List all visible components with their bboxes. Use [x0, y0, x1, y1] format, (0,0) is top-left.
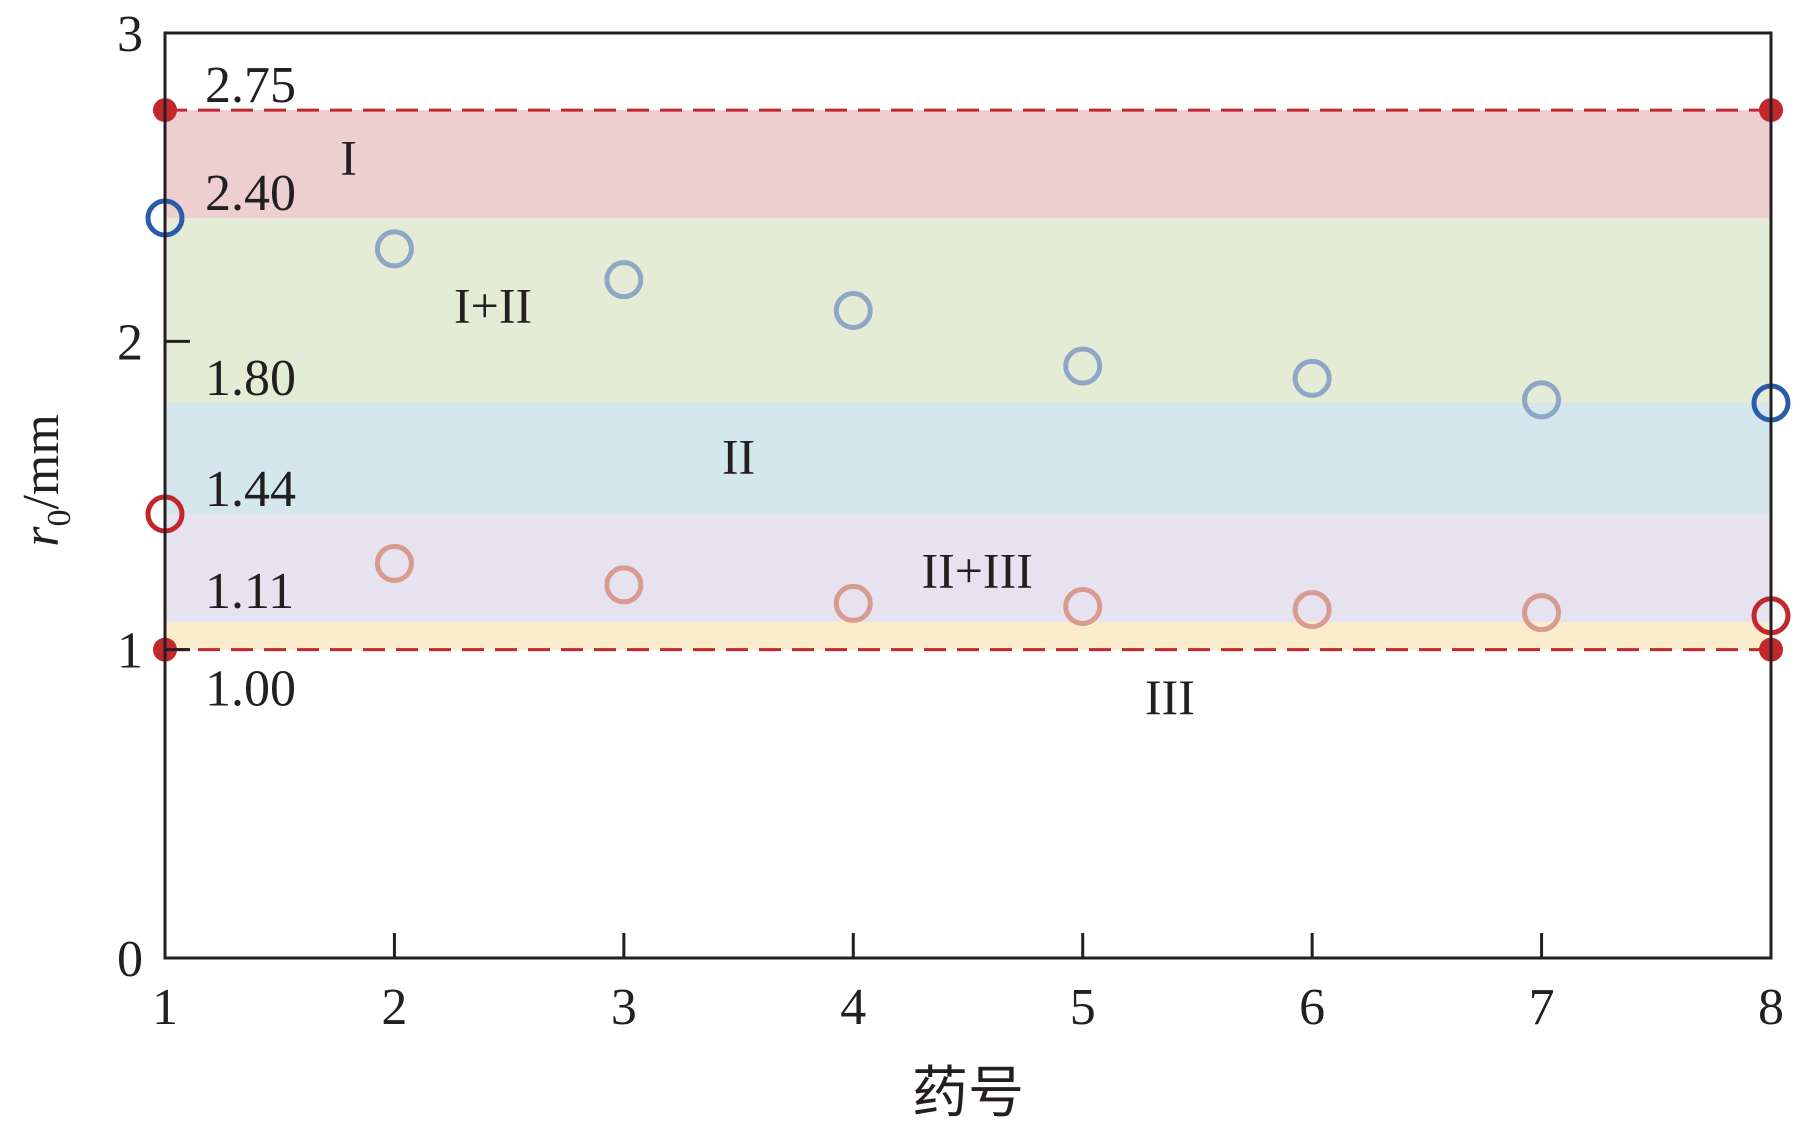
region-band-4 — [165, 621, 1771, 650]
y-tick-label-0: 0 — [117, 931, 143, 988]
x-tick-label-6: 7 — [1529, 979, 1555, 1036]
data-point-s0-5 — [1292, 358, 1332, 398]
y-axis-ticks: 0 1 2 3 — [117, 6, 190, 988]
data-point-s0-6 — [1522, 380, 1562, 420]
y-tick-label-2: 2 — [117, 314, 143, 371]
data-point-s1-5 — [1292, 590, 1332, 630]
shaded-regions — [165, 110, 1771, 650]
data-point-s0-4 — [1063, 346, 1103, 386]
region-label-1: I+II — [454, 277, 532, 333]
data-point-s1-2 — [604, 565, 644, 605]
region-label-2: II — [722, 428, 755, 484]
level-label-0: 2.75 — [205, 57, 296, 114]
x-tick-label-0: 1 — [152, 979, 178, 1036]
data-point-s1-3 — [833, 583, 873, 623]
y-axis-title-sub: 0 — [41, 510, 78, 527]
region-band-2 — [165, 403, 1771, 514]
x-axis-ticks: 1 2 3 4 5 6 7 8 — [152, 933, 1784, 1036]
region-label-4: III — [1145, 669, 1195, 725]
y-axis-title-unit: /mm — [13, 414, 70, 509]
level-label-2: 1.80 — [205, 350, 296, 407]
data-point-s0-2 — [604, 260, 644, 300]
region-band-1 — [165, 218, 1771, 403]
region-band-0 — [165, 110, 1771, 218]
x-tick-label-7: 8 — [1758, 979, 1784, 1036]
region-band-3 — [165, 514, 1771, 622]
y-tick-label-1: 1 — [117, 623, 143, 680]
data-point-s0-3 — [833, 291, 873, 330]
x-tick-label-5: 6 — [1299, 979, 1325, 1036]
x-tick-label-2: 3 — [611, 979, 637, 1036]
x-tick-label-3: 4 — [840, 979, 866, 1036]
y-axis-title: r0/mm — [13, 414, 78, 547]
x-tick-label-1: 2 — [381, 979, 407, 1036]
y-axis-title-main: r — [13, 526, 70, 547]
data-point-s1-4 — [1063, 587, 1103, 626]
plot-frame — [163, 31, 1773, 960]
level-label-4: 1.11 — [205, 563, 294, 620]
data-point-s0-1 — [374, 229, 414, 269]
level-label-3: 1.44 — [205, 461, 296, 518]
level-labels: 2.75 2.40 1.80 1.44 1.11 1.00 — [205, 57, 296, 718]
level-label-1: 2.40 — [205, 165, 296, 222]
x-tick-label-4: 5 — [1070, 979, 1096, 1036]
y-tick-label-3: 3 — [117, 6, 143, 63]
region-label-0: I — [340, 129, 357, 185]
data-point-s1-1 — [374, 543, 414, 583]
x-axis-title: 药号 — [912, 1061, 1024, 1126]
reference-lines — [165, 108, 1771, 652]
level-label-5: 1.00 — [205, 661, 296, 718]
region-label-3: II+III — [921, 543, 1032, 599]
data-point-s1-6 — [1522, 593, 1562, 633]
